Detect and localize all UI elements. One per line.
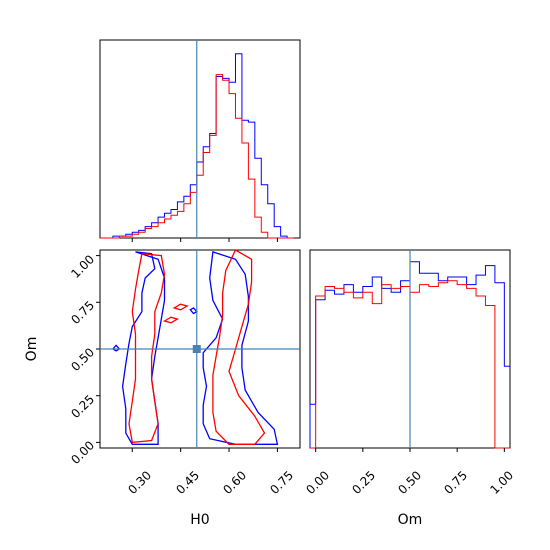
tick-marks bbox=[96, 238, 505, 452]
h0-tick-label: 0.75 bbox=[267, 468, 296, 497]
om-x-tick-label: 0.75 bbox=[441, 468, 470, 497]
contour-red bbox=[162, 316, 180, 324]
om-x-tick-label: 0.50 bbox=[395, 468, 424, 497]
om-y-tick-label: 0.00 bbox=[68, 438, 97, 467]
contour-blue bbox=[189, 307, 198, 315]
truth-marker bbox=[192, 345, 201, 353]
h0-tick-label: 0.30 bbox=[125, 468, 154, 497]
h0-om-contours bbox=[111, 249, 279, 445]
om-histogram-blue bbox=[309, 261, 510, 448]
om-y-tick-label: 0.75 bbox=[68, 298, 97, 327]
truth-lines bbox=[100, 40, 411, 448]
contour-red bbox=[128, 252, 166, 444]
contour-red bbox=[172, 303, 189, 311]
contour-red bbox=[212, 249, 266, 445]
om-x-tick-label: 0.00 bbox=[303, 468, 332, 497]
contour-blue bbox=[121, 251, 166, 445]
om-x-tick-label: 1.00 bbox=[487, 468, 516, 497]
contour-blue bbox=[111, 344, 121, 352]
om-y-tick-label: 0.25 bbox=[68, 392, 97, 421]
om-x-axis-label: Om bbox=[398, 512, 423, 528]
contour-blue bbox=[202, 251, 279, 445]
om-x-tick-label: 0.25 bbox=[349, 468, 378, 497]
om-y-tick-label: 1.00 bbox=[68, 252, 97, 281]
h0-tick-label: 0.60 bbox=[220, 468, 249, 497]
h0-tick-label: 0.45 bbox=[173, 468, 202, 497]
h0-axis-label: H0 bbox=[190, 512, 209, 528]
om-y-tick-label: 0.50 bbox=[68, 345, 97, 374]
om-y-axis-label: Om bbox=[24, 337, 40, 362]
h0-marginal-frame bbox=[99, 39, 301, 239]
h0-histogram-blue bbox=[100, 53, 294, 239]
